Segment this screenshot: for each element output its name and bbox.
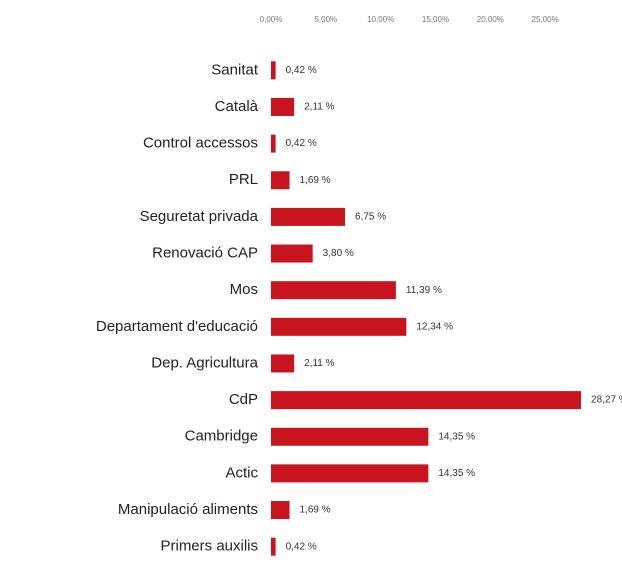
bar xyxy=(271,317,407,336)
value-label: 3,80 % xyxy=(323,248,354,259)
bar xyxy=(271,134,276,153)
y-tick-label: Actic xyxy=(225,464,258,481)
y-tick-label: Departament d'educació xyxy=(96,318,258,335)
value-label: 2,11 % xyxy=(304,102,334,113)
y-tick-label: Seguretat privada xyxy=(140,208,259,225)
value-label: 0,42 % xyxy=(286,541,317,552)
y-tick-label: Manipulació aliments xyxy=(118,501,258,518)
bar xyxy=(271,537,276,556)
bar xyxy=(271,427,429,446)
bar xyxy=(271,244,313,263)
y-tick-label: Mos xyxy=(230,281,258,298)
bar xyxy=(271,61,276,80)
x-tick-label: 20,00% xyxy=(477,15,504,24)
y-tick-label: Cambridge xyxy=(185,428,258,445)
bar xyxy=(271,501,290,520)
y-tick-label: Dep. Agricultura xyxy=(151,354,258,371)
y-tick-label: CdP xyxy=(229,391,258,408)
x-tick-label: 0,00% xyxy=(260,15,283,24)
y-tick-label: Català xyxy=(215,98,259,115)
value-label: 11,39 % xyxy=(406,285,442,296)
bar xyxy=(271,97,295,116)
x-tick-label: 5,00% xyxy=(314,15,337,24)
x-tick-label: 10,00% xyxy=(367,15,394,24)
value-label: 1,69 % xyxy=(300,175,331,186)
bar xyxy=(271,207,346,226)
bar xyxy=(271,464,429,483)
y-tick-label: Renovació CAP xyxy=(152,245,258,262)
y-tick-label: Primers auxilis xyxy=(160,538,258,555)
x-tick-label: 25,00% xyxy=(532,15,559,24)
value-label: 0,42 % xyxy=(286,138,317,149)
value-label: 14,35 % xyxy=(438,431,475,442)
bar xyxy=(271,171,290,190)
value-label: 12,34 % xyxy=(416,321,453,332)
bar xyxy=(271,354,295,373)
y-tick-label: Sanitat xyxy=(211,61,259,78)
x-tick-label: 15,00% xyxy=(422,15,449,24)
bar xyxy=(271,281,396,300)
value-label: 28,27 % xyxy=(591,395,622,406)
value-label: 2,11 % xyxy=(304,358,334,369)
value-label: 0,42 % xyxy=(286,65,317,76)
value-label: 6,75 % xyxy=(355,212,386,223)
value-label: 14,35 % xyxy=(438,468,475,479)
value-label: 1,69 % xyxy=(300,505,331,516)
y-tick-label: Control accessos xyxy=(143,135,258,152)
bar xyxy=(271,391,582,410)
y-tick-label: PRL xyxy=(229,171,258,188)
